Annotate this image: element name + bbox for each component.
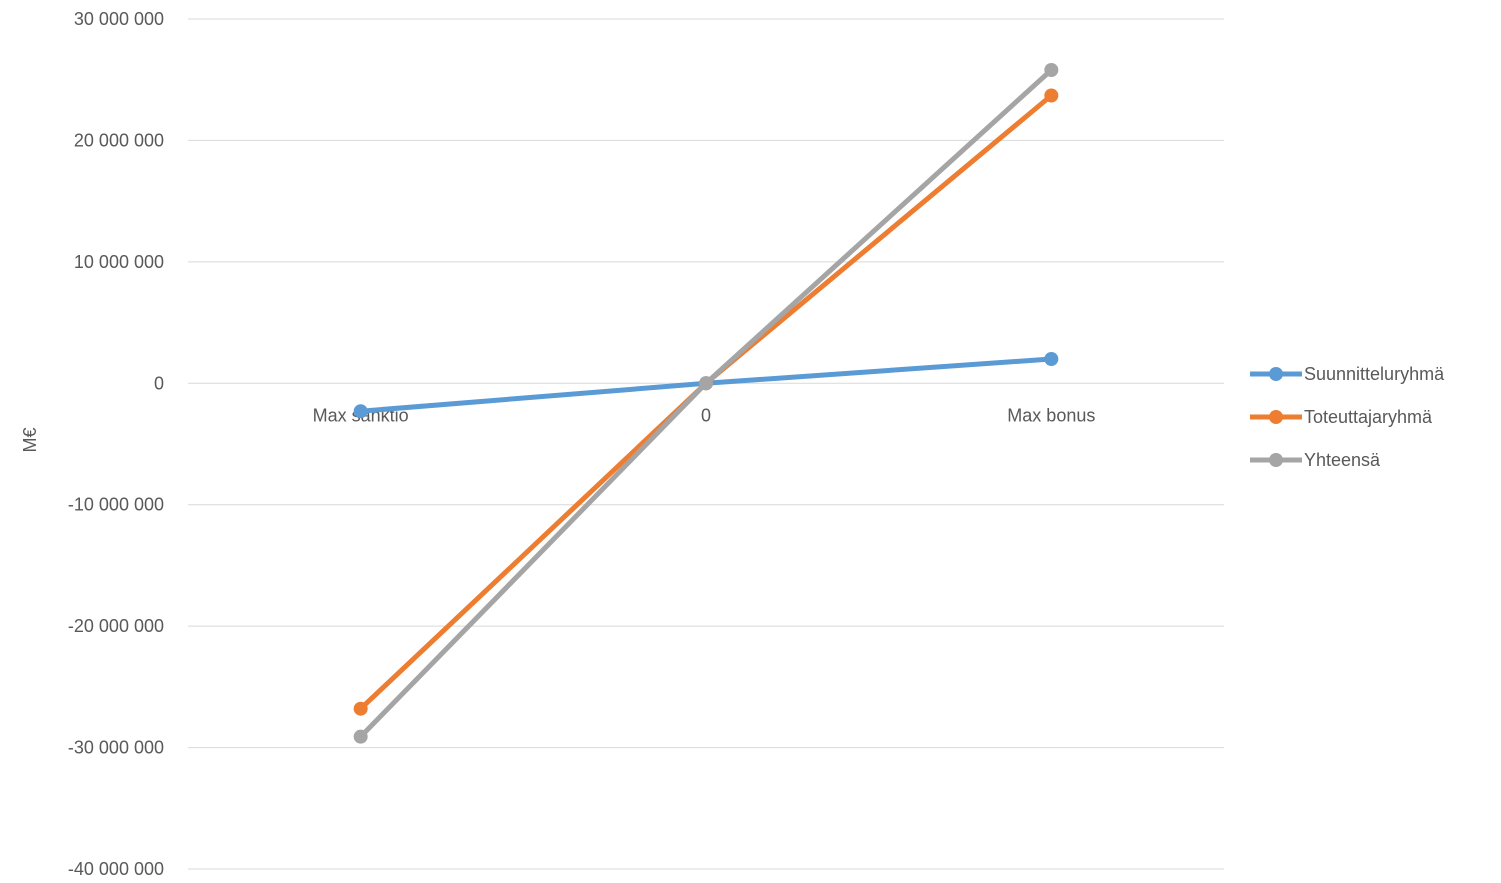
y-tick-label: 10 000 000 [74,252,164,272]
data-point [353,729,368,744]
data-point [1044,63,1059,77]
y-tick-label: 30 000 000 [74,9,164,29]
data-point [1044,352,1059,366]
data-point [353,404,368,419]
data-point [353,701,368,716]
x-axis-categories: Max sanktio 0 Max bonus [313,405,1096,425]
y-tick-label: -20 000 000 [68,616,164,636]
series-3 [353,63,1059,744]
legend-item: Yhteensä [1250,450,1381,470]
legend-label: Toteuttajaryhmä [1304,407,1433,427]
legend-swatch-marker [1269,367,1283,381]
legend-label: Yhteensä [1304,450,1381,470]
legend: Suunnitteluryhmä Toteuttajaryhmä Yhteensä [1250,364,1445,470]
legend-swatch-marker [1269,410,1283,424]
series-lines [353,63,1059,744]
y-axis-label: M€ [20,427,40,452]
y-tick-label: -30 000 000 [68,738,164,758]
y-tick-label: 20 000 000 [74,130,164,150]
legend-item: Suunnitteluryhmä [1250,364,1445,384]
data-point [699,376,713,391]
y-tick-label: -10 000 000 [68,495,164,515]
x-category-label: Max bonus [1007,405,1095,425]
y-tick-label: -40 000 000 [68,859,164,879]
x-category-label: 0 [701,405,711,425]
data-point [1044,88,1059,103]
y-tick-label: 0 [154,373,164,393]
legend-swatch-marker [1269,453,1283,467]
gridlines [188,18,1224,870]
legend-label: Suunnitteluryhmä [1304,364,1445,384]
legend-item: Toteuttajaryhmä [1250,407,1433,427]
y-axis-ticks: 30 000 000 20 000 000 10 000 000 0 -10 000 0… [68,9,164,879]
